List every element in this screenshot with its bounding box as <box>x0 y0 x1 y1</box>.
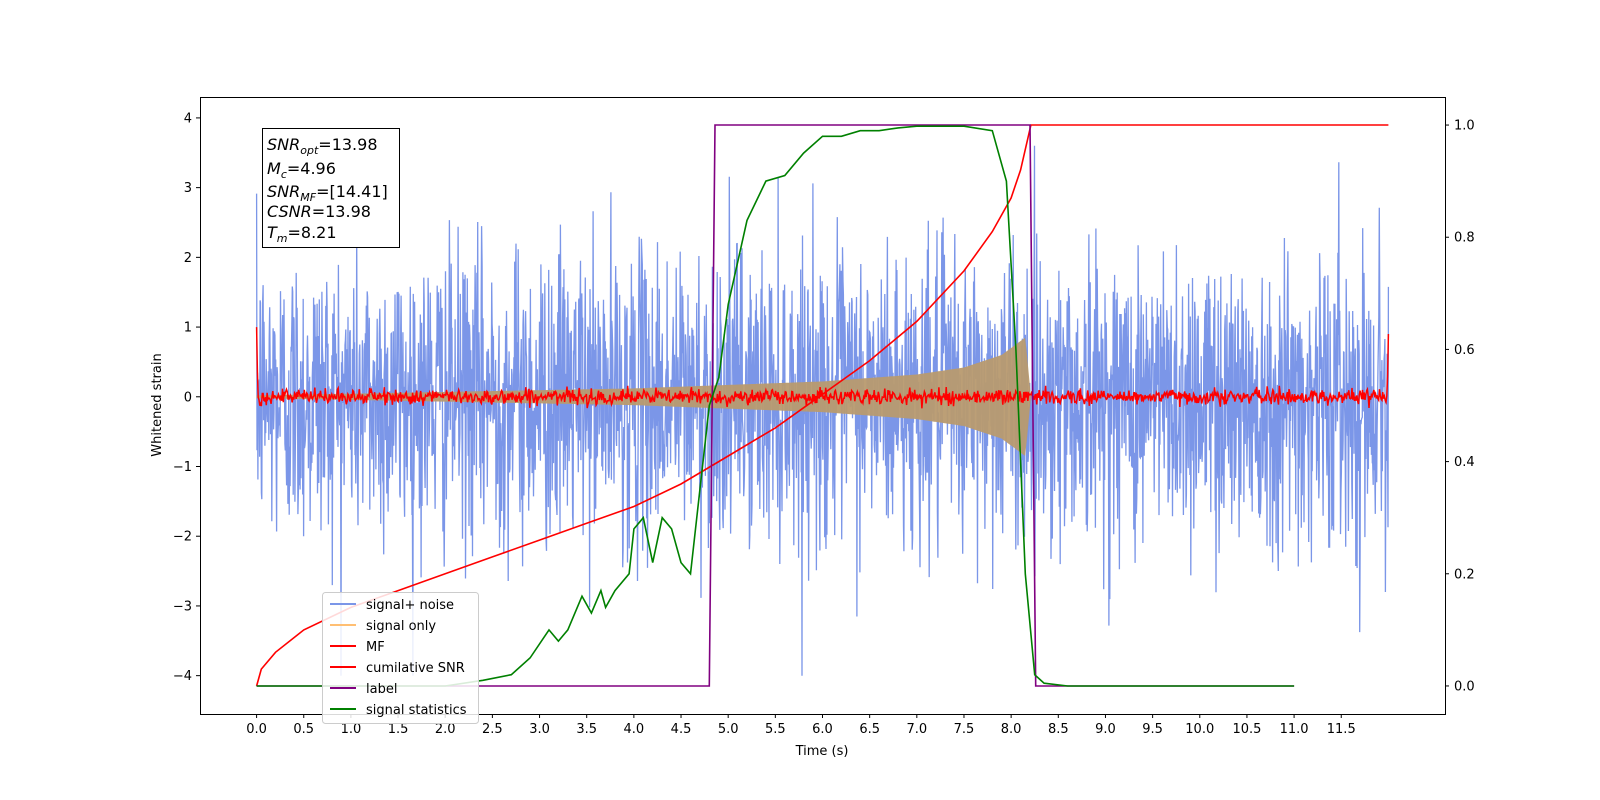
x-tick-label: 9.0 <box>1095 722 1116 737</box>
x-tick-label: 9.5 <box>1142 722 1163 737</box>
annotation-snr-opt: SNRopt=13.98 <box>267 135 378 157</box>
x-tick-label: 4.5 <box>671 722 692 737</box>
y-axis-label: Whitened strain <box>150 353 165 456</box>
x-tick-label: 8.0 <box>1001 722 1022 737</box>
y2-tick-label: 0.2 <box>1454 567 1475 582</box>
y2-tick-label: 0.0 <box>1454 679 1475 694</box>
series-signal-only <box>256 337 1031 456</box>
x-tick-label: 2.5 <box>482 722 503 737</box>
x-axis-label: Time (s) <box>795 744 849 759</box>
x-tick-label: 1.0 <box>341 722 362 737</box>
annotation-frame <box>262 128 400 248</box>
y-tick-label: 0 <box>184 390 192 405</box>
x-tick-label: 7.0 <box>906 722 927 737</box>
x-tick-label: 0.5 <box>293 722 314 737</box>
series-signal-statistics <box>256 125 1295 687</box>
y2-tick-label: 0.6 <box>1454 343 1475 358</box>
y-ticks: −4 −3 −2 −1 0 1 2 3 4 <box>173 111 200 684</box>
x-tick-label: 10.0 <box>1185 722 1214 737</box>
y-tick-label: −4 <box>173 669 192 684</box>
x-tick-label: 11.0 <box>1280 722 1309 737</box>
y-tick-label: −1 <box>173 460 192 475</box>
y2-tick-label: 0.4 <box>1454 455 1475 470</box>
legend-label-mf: MF <box>366 640 385 655</box>
annotation-tm: Tm=8.21 <box>267 223 337 245</box>
x-ticks: 0.0 0.5 1.0 1.5 2.0 2.5 3.0 3.5 4.0 4.5 5.0 5.5 6.0 6… <box>246 714 1356 737</box>
annotation-csnr: CSNR=13.98 <box>267 202 371 221</box>
y-tick-label: 3 <box>184 181 192 196</box>
x-tick-label: 8.5 <box>1048 722 1069 737</box>
y2-tick-label: 0.8 <box>1454 231 1475 246</box>
x-tick-label: 10.5 <box>1232 722 1261 737</box>
legend-label-signal-noise: signal+ noise <box>366 598 454 613</box>
x-tick-label: 4.0 <box>624 722 645 737</box>
y-tick-label: 4 <box>184 111 192 126</box>
y-tick-label: −3 <box>173 599 192 614</box>
x-tick-label: 5.0 <box>718 722 739 737</box>
legend: signal+ noise signal only MF cumilative … <box>322 592 479 724</box>
y-tick-label: 2 <box>184 251 192 266</box>
y2-ticks: 0.0 0.2 0.4 0.6 0.8 1.0 <box>1445 119 1475 694</box>
x-tick-label: 6.5 <box>859 722 880 737</box>
annotation-mc: Mc=4.96 <box>267 159 336 181</box>
x-tick-label: 2.0 <box>435 722 456 737</box>
legend-label-signal-statistics: signal statistics <box>366 703 467 718</box>
annotation-snr-mf: SNRMF=[14.41] <box>267 182 388 204</box>
legend-label-cumulative-snr: cumilative SNR <box>366 661 465 676</box>
y-tick-label: 1 <box>184 321 192 336</box>
x-tick-label: 11.5 <box>1327 722 1356 737</box>
y-tick-label: −2 <box>173 530 192 545</box>
legend-label-label: label <box>366 682 397 697</box>
x-tick-label: 6.0 <box>812 722 833 737</box>
series-signal-noise <box>255 145 1390 676</box>
x-tick-label: 3.0 <box>529 722 550 737</box>
y2-tick-label: 1.0 <box>1454 119 1475 134</box>
x-tick-label: 3.5 <box>576 722 597 737</box>
x-tick-label: 5.5 <box>765 722 786 737</box>
annotation-box: SNRopt=13.98 Mc=4.96 SNRMF=[14.41] CSNR=… <box>262 128 400 248</box>
x-tick-label: 1.5 <box>388 722 409 737</box>
x-tick-label: 0.0 <box>246 722 267 737</box>
legend-label-signal-only: signal only <box>366 619 436 634</box>
legend-frame <box>322 592 479 724</box>
x-tick-label: 7.5 <box>954 722 975 737</box>
